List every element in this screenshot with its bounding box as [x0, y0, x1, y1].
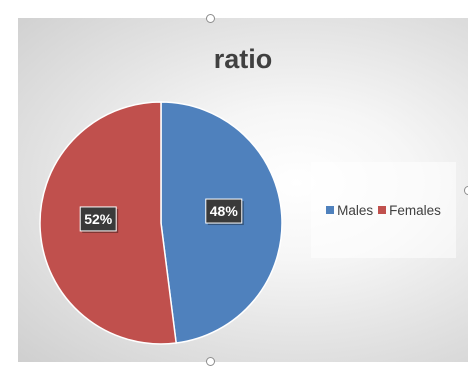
- data-label-text: 52%: [84, 211, 113, 227]
- chart-title: ratio: [213, 44, 273, 74]
- resize-handle-bottom[interactable]: [206, 357, 215, 366]
- legend-item-males: Males: [326, 203, 373, 218]
- chart-legend[interactable]: Males Females: [311, 162, 456, 258]
- legend-label-males: Males: [337, 202, 374, 218]
- legend-item-females: Females: [378, 203, 441, 218]
- resize-handle-right[interactable]: [464, 186, 468, 195]
- data-label-text: 48%: [210, 203, 239, 219]
- legend-label-females: Females: [389, 202, 441, 218]
- pie-chart: 48% 52%: [39, 101, 283, 345]
- legend-swatch-males: [326, 206, 335, 214]
- resize-handle-top[interactable]: [206, 14, 215, 23]
- data-label-males: 48%: [205, 198, 244, 226]
- chart-area[interactable]: ratio 48% 52% Males Females: [18, 18, 468, 362]
- legend-swatch-females: [378, 206, 387, 214]
- data-label-females: 52%: [79, 206, 119, 233]
